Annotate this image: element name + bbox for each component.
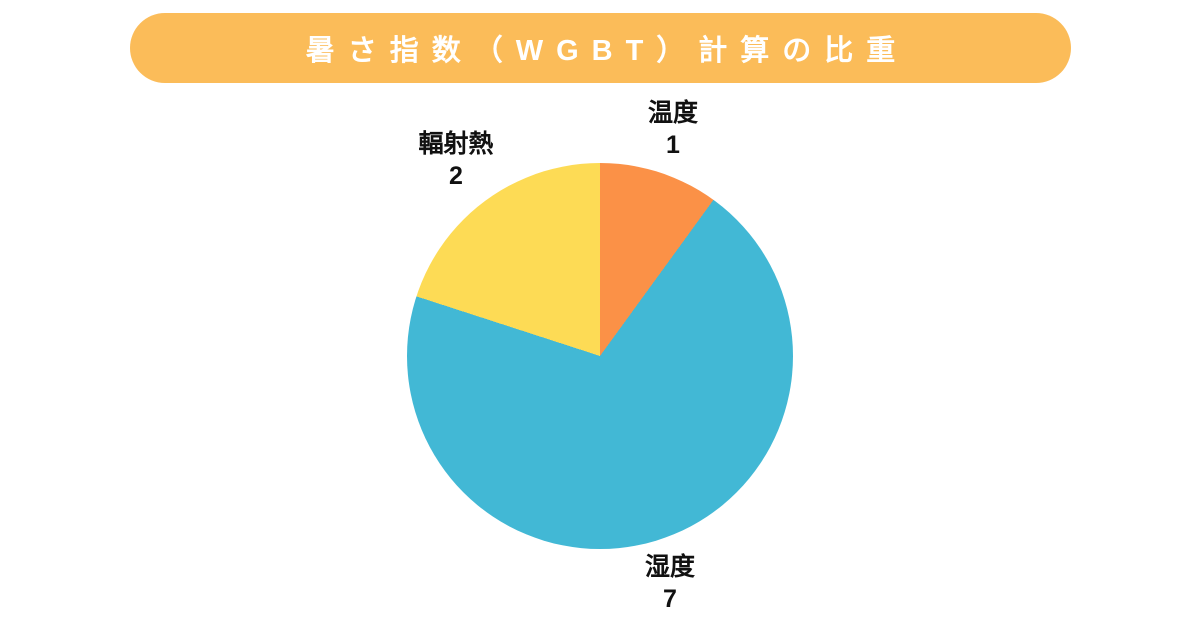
slice-label-shitsudo: 湿度 7 bbox=[590, 551, 750, 615]
slice-label-fukushanetsu: 輻射熱 2 bbox=[376, 128, 536, 192]
slice-name-fukushanetsu: 輻射熱 bbox=[418, 130, 494, 158]
slice-value-shitsudo: 7 bbox=[663, 585, 677, 613]
title-banner: 暑さ指数（WGBT）計算の比重 bbox=[130, 13, 1071, 83]
pie-chart bbox=[407, 163, 793, 549]
slice-value-fukushanetsu: 2 bbox=[449, 162, 463, 190]
slice-value-ondo: 1 bbox=[666, 131, 680, 159]
page-title: 暑さ指数（WGBT）計算の比重 bbox=[305, 35, 909, 67]
slice-name-ondo: 温度 bbox=[647, 99, 698, 127]
slice-name-shitsudo: 湿度 bbox=[644, 553, 695, 581]
slice-label-ondo: 温度 1 bbox=[593, 97, 753, 161]
